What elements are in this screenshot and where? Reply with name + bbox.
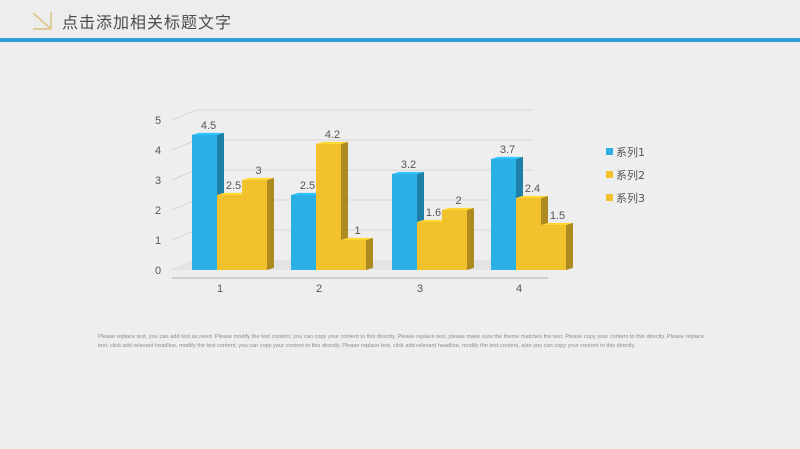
x-tick-label: 3 <box>417 283 423 295</box>
legend-swatch-1 <box>606 148 613 155</box>
legend-label-3: 系列3 <box>616 191 645 205</box>
bar-front <box>192 135 217 270</box>
bar-top <box>217 192 249 195</box>
x-tick-label: 2 <box>316 283 322 295</box>
bar-top <box>442 207 474 210</box>
bar-data-label: 3.2 <box>401 159 416 171</box>
bar-top <box>491 156 523 159</box>
bar-front <box>541 225 566 270</box>
bar-side <box>341 141 348 270</box>
bar-side <box>467 207 474 270</box>
legend-label-2: 系列2 <box>616 168 645 182</box>
chart-legend: 系列1 系列2 系列3 <box>606 140 645 209</box>
bar-front <box>516 198 541 270</box>
bar-top <box>417 219 449 222</box>
legend-swatch-3 <box>606 194 613 201</box>
x-tick-label: 1 <box>217 283 223 295</box>
bar-data-label: 2 <box>455 195 461 207</box>
bar-top <box>516 195 548 198</box>
bar-data-label: 1.6 <box>426 207 441 219</box>
bar-data-label: 2.4 <box>525 183 540 195</box>
legend-label-1: 系列1 <box>616 145 645 159</box>
bar-top <box>242 177 274 180</box>
bar-front <box>242 180 267 270</box>
bar-front <box>392 174 417 270</box>
bar-front <box>442 210 467 270</box>
bar-top <box>541 222 573 225</box>
bar-side <box>267 177 274 270</box>
legend-swatch-2 <box>606 171 613 178</box>
corner-logo-icon <box>32 12 52 30</box>
header-accent-rule <box>0 38 800 42</box>
legend-item-series-3: 系列3 <box>606 186 645 209</box>
y-axis-ticks: 0 1 2 3 4 5 <box>155 115 161 277</box>
y-tick-label: 1 <box>155 235 161 247</box>
bar-top <box>291 192 323 195</box>
header-bar: 点击添加相关标题文字 <box>0 0 800 38</box>
bar-front <box>491 159 516 270</box>
y-tick-label: 0 <box>155 265 161 277</box>
body-paragraph[interactable]: Please replace text, you can add text as… <box>98 334 704 349</box>
bar-top <box>192 132 224 135</box>
bar-front <box>417 222 442 270</box>
x-tick-label: 4 <box>516 283 522 295</box>
x-axis-ticks: 1 2 3 4 <box>217 283 522 295</box>
bar-top <box>341 237 373 240</box>
bar-data-label: 2.5 <box>300 180 315 192</box>
bar-data-label: 2.5 <box>226 180 241 192</box>
y-tick-label: 2 <box>155 205 161 217</box>
bar-data-label: 4.5 <box>201 120 216 132</box>
gridline-side <box>171 109 197 121</box>
legend-item-series-1: 系列1 <box>606 140 645 163</box>
bar-data-label: 3.7 <box>500 144 515 156</box>
bar-front <box>341 240 366 270</box>
bar-data-label: 3 <box>255 165 261 177</box>
data-labels: 4.5 2.5 3.2 3.7 2.5 4.2 1.6 2.4 3 1 2 1.5 <box>201 120 565 237</box>
bar-data-label: 4.2 <box>325 129 340 141</box>
bar-top <box>392 171 424 174</box>
chart-bars <box>192 132 573 270</box>
page-title[interactable]: 点击添加相关标题文字 <box>62 13 233 32</box>
bar-side <box>566 222 573 270</box>
bar-side <box>366 237 373 270</box>
bar-front <box>291 195 316 270</box>
bar-top <box>316 141 348 144</box>
bar-data-label: 1.5 <box>550 210 565 222</box>
bar-front <box>217 195 242 270</box>
legend-item-series-2: 系列2 <box>606 163 645 186</box>
y-tick-label: 5 <box>155 115 161 127</box>
y-tick-label: 3 <box>155 175 161 187</box>
y-tick-label: 4 <box>155 145 161 157</box>
bar-front <box>316 144 341 270</box>
bar-data-label: 1 <box>354 225 360 237</box>
